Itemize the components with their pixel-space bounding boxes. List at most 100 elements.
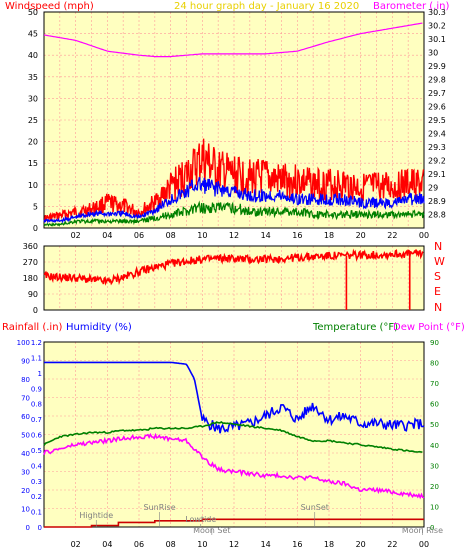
rainfall-y-tick-label: 1.2	[31, 339, 42, 347]
wind-x-tick-label: 10	[197, 231, 207, 240]
temperature-y-tick-label: 0	[430, 524, 434, 532]
climate-x-tick-label: 20	[356, 540, 366, 549]
event-label: Moon Set	[193, 526, 230, 535]
temperature-y-tick-label: 80	[430, 360, 439, 368]
barometer-y-tick-label: 29.8	[428, 76, 446, 85]
event-label: SunRise	[144, 503, 176, 512]
humidity-axis-label: Humidity (%)	[66, 322, 132, 333]
humidity-y-tick-label: 40	[21, 450, 30, 458]
climate-x-tick-label: 22	[387, 540, 397, 549]
climate-x-tick-label: 14	[261, 540, 271, 549]
wind-x-tick-label: 18	[324, 231, 334, 240]
barometer-y-tick-label: 30.3	[428, 8, 446, 17]
barometer-y-tick-label: 30	[428, 49, 438, 58]
wind-x-tick-label: 16	[292, 231, 302, 240]
event-label: SunSet	[301, 503, 329, 512]
temperature-y-tick-label: 70	[430, 380, 439, 388]
rainfall-y-tick-label: 0	[38, 524, 42, 532]
wind-y-tick-label: 10	[28, 181, 38, 190]
event-label: Hightide	[79, 511, 113, 520]
rainfall-y-tick-label: 1.1	[31, 354, 42, 362]
rainfall-y-tick-label: 0.3	[31, 478, 42, 486]
climate-x-tick-label: 00	[419, 540, 429, 549]
barometer-y-tick-label: 28.8	[428, 211, 446, 220]
humidity-y-tick-label: 70	[21, 395, 30, 403]
dewpoint-line	[43, 432, 425, 500]
barometer-y-tick-label: 29.3	[428, 143, 446, 152]
wind-y-tick-label: 0	[33, 224, 38, 233]
rainfall-y-tick-label: 0.7	[31, 416, 42, 424]
rainfall-y-tick-label: 0.1	[31, 509, 42, 517]
windspeed-axis-label: Windspeed (mph)	[5, 1, 94, 12]
wind-y-tick-label: 5	[33, 202, 38, 211]
climate-x-tick-label: 16	[292, 540, 302, 549]
event-label: Lowtide	[185, 515, 216, 524]
barometer-y-tick-label: 29.9	[428, 62, 446, 71]
climate-x-tick-label: 08	[166, 540, 176, 549]
temperature-y-tick-label: 20	[430, 483, 439, 491]
rainfall-y-tick-label: 0.8	[31, 401, 42, 409]
wind-x-tick-label: 00	[419, 231, 429, 240]
barometer-y-tick-label: 29.4	[428, 130, 446, 139]
wind-y-tick-label: 15	[28, 159, 38, 168]
wind-x-tick-label: 06	[134, 231, 144, 240]
windspeed-line	[43, 138, 425, 223]
wind-y-tick-label: 25	[28, 116, 38, 125]
wind-x-tick-label: 04	[102, 231, 112, 240]
wind-x-tick-label: 08	[166, 231, 176, 240]
wind-average-line	[43, 176, 425, 224]
wind-panel-frame	[43, 11, 425, 229]
humidity-y-tick-label: 0	[26, 524, 30, 532]
climate-x-tick-label: 18	[324, 540, 334, 549]
temperature-axis-label: Temperature (°F)	[313, 322, 399, 333]
wind-y-tick-label: 35	[28, 73, 38, 82]
humidity-y-tick-label: 50	[21, 432, 30, 440]
direction-y-tick-label: 0	[33, 306, 38, 315]
graph-title: 24 hour graph day - January 16 2020	[174, 1, 360, 12]
barometer-y-tick-label: 30.2	[428, 22, 446, 31]
rainfall-y-tick-label: 0.2	[31, 493, 42, 501]
direction-y-tick-label: 360	[23, 242, 38, 251]
compass-n-bottom: N	[434, 301, 443, 314]
compass-e: E	[434, 285, 441, 298]
barometer-y-tick-label: 30.1	[428, 35, 446, 44]
humidity-y-tick-label: 20	[21, 487, 30, 495]
barometer-y-tick-label: 29.7	[428, 89, 446, 98]
temperature-y-tick-label: 40	[430, 442, 439, 450]
wind-x-tick-label: 20	[356, 231, 366, 240]
barometer-y-tick-label: 29.1	[428, 170, 446, 179]
direction-panel-frame	[43, 245, 425, 311]
temperature-y-tick-label: 50	[430, 421, 439, 429]
humidity-y-tick-label: 90	[21, 358, 30, 366]
compass-n-top: N	[434, 240, 443, 253]
rainfall-y-tick-label: 0.5	[31, 447, 42, 455]
compass-w: W	[434, 255, 445, 268]
humidity-y-tick-label: 10	[21, 506, 30, 514]
temperature-y-tick-label: 10	[430, 503, 439, 511]
wind-direction-line	[43, 248, 424, 286]
climate-panel-frame	[43, 341, 425, 528]
barometer-y-tick-label: 29	[428, 184, 438, 193]
humidity-y-tick-label: 80	[21, 376, 30, 384]
rainfall-axis-label: Rainfall (.in)	[2, 322, 63, 333]
wind-x-tick-label: 02	[71, 231, 81, 240]
wind-lull-line	[43, 200, 425, 227]
direction-y-tick-label: 270	[23, 258, 38, 267]
barometer-y-tick-label: 29.6	[428, 103, 446, 112]
humidity-line	[44, 361, 425, 434]
humidity-y-tick-label: 60	[21, 413, 30, 421]
barometer-axis-label: Barometer (.in)	[373, 1, 450, 12]
climate-x-tick-label: 12	[229, 540, 239, 549]
wind-y-tick-label: 30	[28, 94, 38, 103]
humidity-y-tick-label: 30	[21, 469, 30, 477]
barometer-y-tick-label: 28.9	[428, 197, 446, 206]
temperature-line	[43, 421, 423, 453]
temperature-y-tick-label: 30	[430, 462, 439, 470]
rainfall-y-tick-label: 1	[38, 370, 42, 378]
barometer-y-tick-label: 29.2	[428, 157, 446, 166]
humidity-y-tick-label: 100	[17, 339, 30, 347]
temperature-y-tick-label: 60	[430, 401, 439, 409]
wind-y-tick-label: 50	[28, 8, 38, 17]
barometer-line	[43, 22, 423, 58]
